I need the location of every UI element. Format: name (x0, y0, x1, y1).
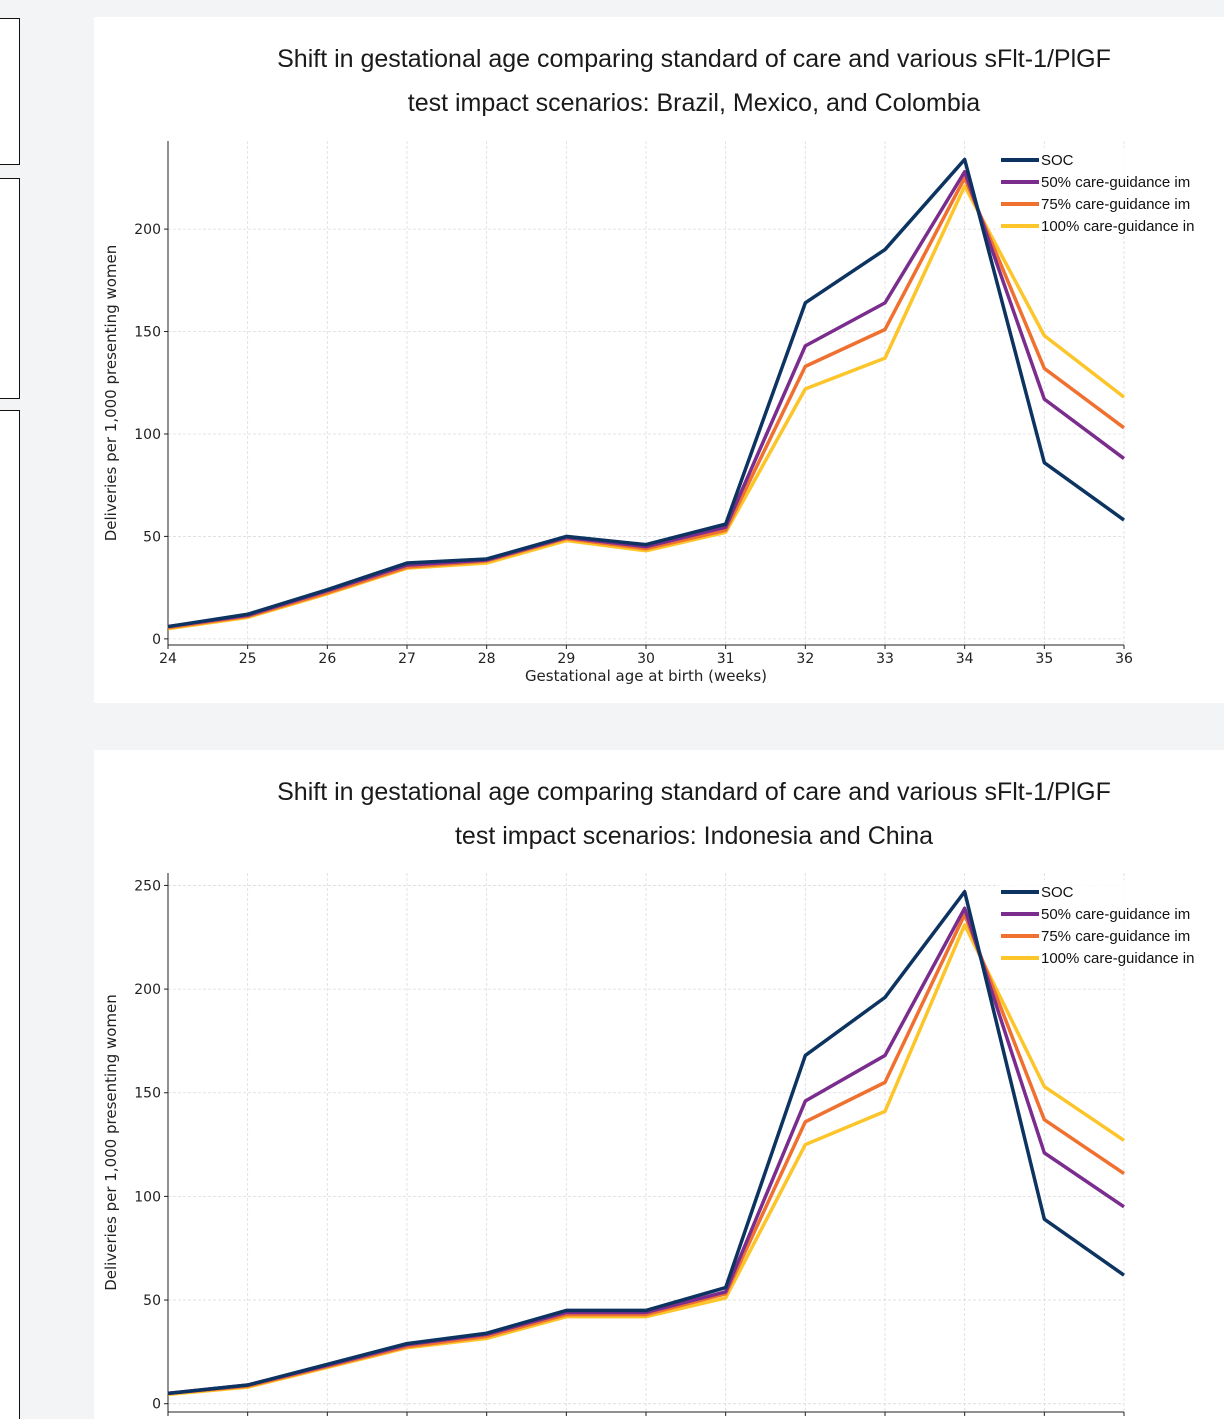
legend-label: 50% care-guidance im (1041, 174, 1190, 191)
x-tick-label: 25 (239, 651, 257, 667)
y-axis-label: Deliveries per 1,000 presenting women (102, 245, 120, 542)
legend-label: 100% care-guidance in (1041, 950, 1194, 967)
chart-title-line-1: Shift in gestational age comparing stand… (277, 778, 1111, 806)
y-tick-label: 100 (134, 427, 161, 443)
x-tick-label: 36 (1115, 651, 1133, 667)
x-tick-label: 24 (159, 651, 177, 667)
legend-label: 75% care-guidance im (1041, 928, 1190, 945)
x-tick-label: 33 (876, 651, 894, 667)
x-tick-label: 35 (1035, 651, 1053, 667)
y-tick-label: 200 (134, 982, 161, 998)
chart-title-line-2: test impact scenarios: Indonesia and Chi… (454, 822, 934, 850)
legend-background (999, 148, 1224, 236)
y-tick-label: 50 (143, 1293, 161, 1309)
x-tick-label: 27 (398, 651, 416, 667)
x-tick-label: 26 (318, 651, 336, 667)
x-tick-label: 31 (717, 651, 735, 667)
x-tick-label: 30 (637, 651, 655, 667)
chart-title: Shift in gestational age comparing stand… (94, 770, 1224, 858)
y-tick-label: 0 (152, 632, 161, 648)
chart-panel-indonesia-china: 2425262728293031323334353605010015020025… (94, 750, 1224, 1419)
y-tick-label: 150 (134, 325, 161, 341)
y-tick-label: 200 (134, 222, 161, 238)
legend-label: 75% care-guidance im (1041, 196, 1190, 213)
sidebar-box-middle (0, 178, 20, 399)
x-tick-label: 34 (956, 651, 974, 667)
chart-title: Shift in gestational age comparing stand… (94, 37, 1224, 125)
x-tick-label: 32 (796, 651, 814, 667)
y-tick-label: 0 (152, 1397, 161, 1413)
x-tick-label: 29 (557, 651, 575, 667)
chart-svg: 24 25 26 27 28 29 30 31 32 33 34 35 36 0 50 100 150 200 Ge… (102, 141, 1224, 685)
chart-title-line-2: test impact scenarios: Brazil, Mexico, a… (407, 89, 981, 117)
chart-svg: 2425262728293031323334353605010015020025… (102, 873, 1224, 1419)
y-tick-label: 250 (134, 878, 161, 894)
sidebar-box-bottom (0, 410, 20, 1419)
chart-title-line-1: Shift in gestational age comparing stand… (277, 45, 1111, 73)
chart-panel-brazil-mexico-colombia: 24 25 26 27 28 29 30 31 32 33 34 35 36 0 50 100 150 200 Ge… (94, 17, 1224, 703)
legend-background (999, 880, 1224, 968)
x-tick-label: 28 (478, 651, 496, 667)
sidebar-box-top (0, 18, 20, 165)
legend-label: 50% care-guidance im (1041, 906, 1190, 923)
y-tick-label: 50 (143, 529, 161, 545)
legend-label: 100% care-guidance in (1041, 218, 1194, 235)
legend-label: SOC (1041, 884, 1074, 901)
y-tick-label: 100 (134, 1189, 161, 1205)
y-tick-label: 150 (134, 1086, 161, 1102)
y-axis-label: Deliveries per 1,000 presenting women (102, 994, 120, 1291)
x-axis-label: Gestational age at birth (weeks) (525, 667, 767, 685)
legend-label: SOC (1041, 152, 1074, 169)
